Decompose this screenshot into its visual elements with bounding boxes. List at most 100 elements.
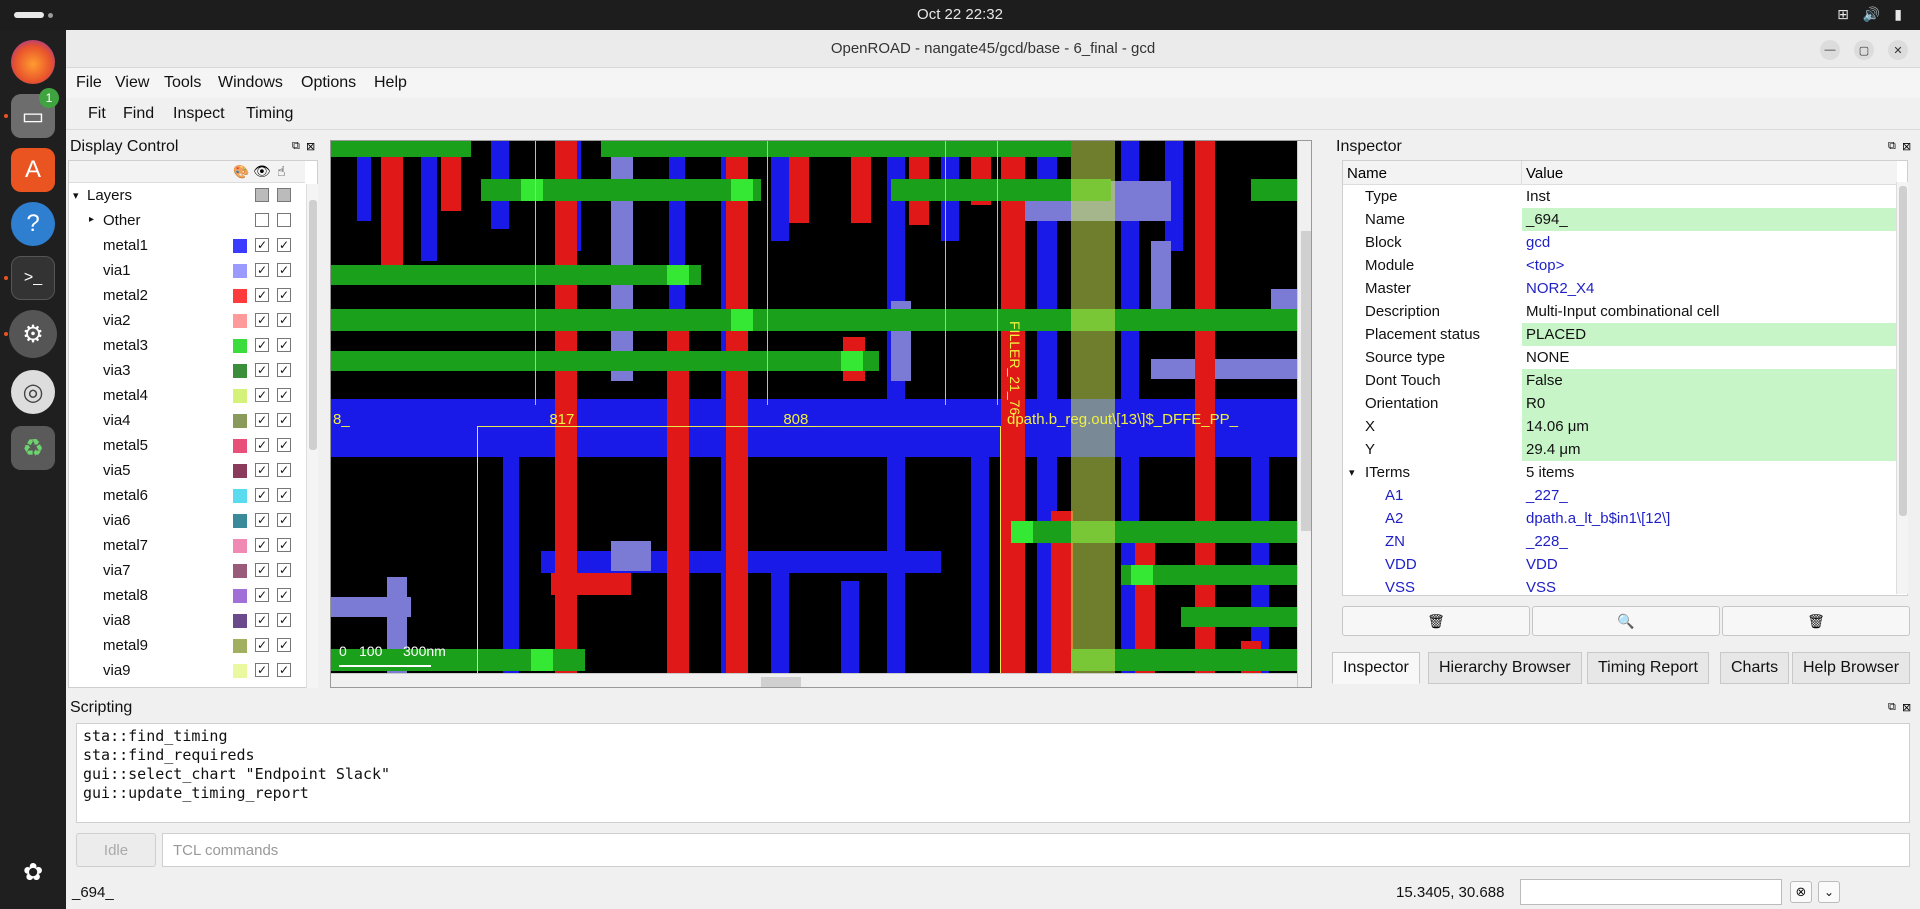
layer-visible-checkbox[interactable]: ✓ [255, 563, 269, 577]
layer-visible-checkbox[interactable]: ✓ [255, 588, 269, 602]
layers-scrollbar[interactable] [306, 184, 318, 688]
layer-row-via6[interactable]: via6 ✓ ✓ [69, 508, 305, 533]
tab-hierarchy-browser[interactable]: Hierarchy Browser [1428, 652, 1582, 684]
layer-color-swatch[interactable] [233, 414, 247, 428]
inspect-button[interactable]: Inspect [173, 105, 225, 122]
layer-color-swatch[interactable] [233, 614, 247, 628]
layer-row-metal2[interactable]: metal2 ✓ ✓ [69, 283, 305, 308]
find-button[interactable]: Find [123, 105, 155, 122]
close-icon[interactable]: ✕ [1888, 40, 1908, 60]
layer-selectable-checkbox[interactable]: ✓ [277, 363, 291, 377]
layer-visible-checkbox[interactable]: ✓ [255, 313, 269, 327]
undock-icon[interactable]: ⧉ [292, 140, 300, 152]
layer-row-metal5[interactable]: metal5 ✓ ✓ [69, 433, 305, 458]
layer-visible-checkbox[interactable]: ✓ [255, 463, 269, 477]
layer-row-via5[interactable]: via5 ✓ ✓ [69, 458, 305, 483]
property-value[interactable]: _228_ [1526, 533, 1568, 550]
files-icon[interactable]: ▭ 1 [11, 88, 59, 138]
inspector-row-placement-status[interactable]: Placement status PLACED [1343, 323, 1897, 346]
layer-selectable-checkbox[interactable]: ✓ [277, 413, 291, 427]
layer-selectable-checkbox[interactable]: ✓ [277, 638, 291, 652]
maximize-icon[interactable]: ▢ [1854, 40, 1874, 60]
app-center-icon[interactable]: A [11, 148, 55, 192]
menu-tools[interactable]: Tools [164, 74, 202, 91]
layer-row-metal1[interactable]: metal1 ✓ ✓ [69, 233, 305, 258]
tab-help-browser[interactable]: Help Browser [1792, 652, 1911, 684]
minimize-icon[interactable]: — [1820, 40, 1840, 60]
layer-selectable-checkbox[interactable]: ✓ [277, 388, 291, 402]
inspector-row-vss[interactable]: VSS VSS [1343, 576, 1897, 595]
layer-visible-checkbox[interactable]: ✓ [255, 513, 269, 527]
firefox-icon[interactable] [11, 40, 55, 84]
layer-row-metal4[interactable]: metal4 ✓ ✓ [69, 383, 305, 408]
clock[interactable]: Oct 22 22:32 [917, 6, 1003, 23]
other-visible-checkbox[interactable] [255, 213, 269, 227]
layer-selectable-checkbox[interactable]: ✓ [277, 338, 291, 352]
layer-selectable-checkbox[interactable]: ✓ [277, 488, 291, 502]
collapse-arrow-icon[interactable]: ▾ [1349, 467, 1355, 479]
idle-button[interactable]: Idle [76, 833, 156, 867]
layer-row-via8[interactable]: via8 ✓ ✓ [69, 608, 305, 633]
layer-row-via9[interactable]: via9 ✓ ✓ [69, 658, 305, 683]
property-value[interactable]: VDD [1526, 556, 1558, 573]
selection-highlight-box[interactable] [477, 426, 1001, 687]
menu-file[interactable]: File [76, 74, 102, 91]
inspector-row-vdd[interactable]: VDD VDD [1343, 553, 1897, 576]
layers-visible-checkbox[interactable] [255, 188, 269, 202]
layer-color-swatch[interactable] [233, 264, 247, 278]
panel-close-icon[interactable]: ⊠ [1902, 702, 1912, 714]
inspector-row-a1[interactable]: A1 _227_ [1343, 484, 1897, 507]
layer-visible-checkbox[interactable]: ✓ [255, 338, 269, 352]
layer-visible-checkbox[interactable]: ✓ [255, 488, 269, 502]
zoom-to-button[interactable]: 🔍 [1532, 606, 1720, 636]
layer-color-swatch[interactable] [233, 364, 247, 378]
layer-visible-checkbox[interactable]: ✓ [255, 238, 269, 252]
ubuntu-logo-icon[interactable]: ✿ [22, 858, 44, 886]
layers-selectable-checkbox[interactable] [277, 188, 291, 202]
layer-row-metal7[interactable]: metal7 ✓ ✓ [69, 533, 305, 558]
value-column-header[interactable]: Value [1526, 165, 1564, 182]
status-search-input[interactable] [1520, 879, 1782, 905]
disc-icon[interactable]: ◎ [11, 370, 55, 414]
property-value[interactable]: _227_ [1526, 487, 1568, 504]
layer-visible-checkbox[interactable]: ✓ [255, 663, 269, 677]
activities-indicator[interactable] [14, 12, 44, 18]
scroll-thumb[interactable] [309, 200, 317, 450]
property-value[interactable]: gcd [1526, 234, 1551, 251]
layer-selectable-checkbox[interactable]: ✓ [277, 513, 291, 527]
layer-color-swatch[interactable] [233, 239, 247, 253]
layer-visible-checkbox[interactable]: ✓ [255, 388, 269, 402]
layer-row-via1[interactable]: via1 ✓ ✓ [69, 258, 305, 283]
panel-close-icon[interactable]: ⊠ [306, 141, 316, 153]
expand-arrow-icon[interactable]: ▸ [89, 214, 95, 225]
layer-selectable-checkbox[interactable]: ✓ [277, 238, 291, 252]
inspector-row-name[interactable]: Name _694_ [1343, 208, 1897, 231]
layer-selectable-checkbox[interactable]: ✓ [277, 613, 291, 627]
name-column-header[interactable]: Name [1347, 165, 1388, 182]
clear-button[interactable]: 🗑 [1722, 606, 1910, 636]
inspector-row-description[interactable]: Description Multi-Input combinational cel… [1343, 300, 1897, 323]
inspector-row-dont-touch[interactable]: Dont Touch False [1343, 369, 1897, 392]
inspector-row-type[interactable]: Type Inst [1343, 185, 1897, 208]
layer-color-swatch[interactable] [233, 664, 247, 678]
tab-charts[interactable]: Charts [1720, 652, 1790, 684]
layer-selectable-checkbox[interactable]: ✓ [277, 538, 291, 552]
menu-windows[interactable]: Windows [218, 74, 283, 91]
inspector-row-y[interactable]: Y 29.4 μm [1343, 438, 1897, 461]
inspector-row-source-type[interactable]: Source type NONE [1343, 346, 1897, 369]
settings-gear-icon[interactable]: ⚙ [9, 310, 57, 358]
layout-vertical-scrollbar[interactable] [1297, 141, 1311, 687]
layer-selectable-checkbox[interactable]: ✓ [277, 588, 291, 602]
scroll-thumb[interactable] [761, 677, 801, 687]
layer-selectable-checkbox[interactable]: ✓ [277, 438, 291, 452]
clear-search-icon[interactable]: ⊗ [1790, 881, 1812, 903]
fit-button[interactable]: Fit [88, 105, 106, 122]
layer-color-swatch[interactable] [233, 314, 247, 328]
inspector-scrollbar[interactable] [1896, 182, 1908, 594]
trash-icon[interactable]: ♻ [11, 426, 55, 470]
scroll-thumb[interactable] [1899, 186, 1907, 516]
terminal-icon[interactable]: >_ [11, 256, 55, 300]
help-icon[interactable]: ? [11, 202, 55, 246]
layer-row-metal3[interactable]: metal3 ✓ ✓ [69, 333, 305, 358]
layer-visible-checkbox[interactable]: ✓ [255, 438, 269, 452]
